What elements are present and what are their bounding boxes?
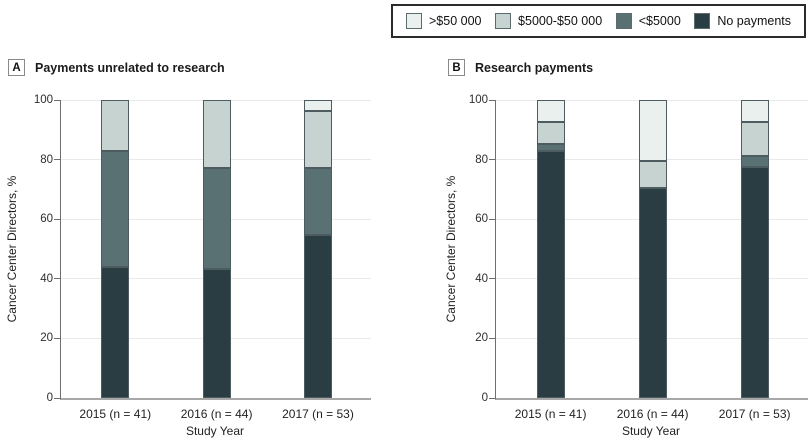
panel-b-title: B Research payments [448,59,593,76]
bar-segment--5000 [101,150,130,268]
y-tick-mark-80 [54,159,61,161]
y-tick-mark-40 [54,278,61,280]
y-tick-mark-0 [54,397,61,399]
y-tick-label-100: 100 [33,94,53,106]
panel-a: A Payments unrelated to research Cancer … [5,59,371,438]
y-tick-mark-60 [54,218,61,220]
x-category-label-2017: 2017 (n = 53) [718,407,791,421]
panel-b-x-axis-label: Study Year [621,424,681,438]
bar-A-2017 [303,100,332,398]
y-tick-label-100: 100 [468,94,488,106]
bar-B-2017 [740,100,769,398]
panel-b-plot: 0 20 40 60 80 100 2015 (n = 41) 2016 (n = 44) 20… [469,94,808,421]
bar-segment--50-000 [303,100,332,112]
bar-segment--50-000 [638,100,667,162]
legend-label: No payments [717,14,791,28]
legend-swatch-no-payments [694,13,711,29]
legend-swatch-gt-50000 [406,13,422,29]
x-category-label-2016: 2016 (n = 44) [180,407,253,421]
bar-segment--5000 [536,143,565,151]
panel-a-letter: A [8,59,25,76]
legend-label: >$50 000 [429,14,482,28]
bar-segment--5000-50-000 [638,161,667,189]
y-tick-mark-20 [54,337,61,339]
y-tick-label-0: 0 [46,392,53,404]
y-tick-mark-0 [489,397,496,399]
bar-segment--5000-50-000 [202,100,231,168]
y-tick-mark-80 [489,159,496,161]
x-category-label-2015: 2015 (n = 41) [79,407,152,421]
y-tick-mark-60 [489,218,496,220]
y-tick-mark-20 [489,337,496,339]
bar-segment--5000 [202,167,231,270]
bar-segment--50-000 [536,100,565,122]
panel-b-letter: B [448,59,465,76]
y-tick-label-40: 40 [475,272,488,285]
legend-item-5000-50000: $5000-$50 000 [495,13,602,29]
bar-segment--5000-50-000 [740,122,769,157]
panel-b-title-text: Research payments [475,60,594,75]
legend: >$50 000 $5000-$50 000 <$5000 No payments [391,4,806,38]
bar-A-2015 [101,100,130,398]
bar-segment--5000 [303,167,332,235]
bar-segment--50-000 [740,100,769,123]
y-tick-label-80: 80 [40,153,53,166]
bar-segment-no-payments [303,235,332,398]
panel-a-title-text: Payments unrelated to research [35,60,225,75]
y-tick-label-0: 0 [481,392,488,404]
bar-segment--5000-50-000 [101,100,130,151]
y-tick-mark-100 [54,99,61,101]
panel-a-x-axis-label: Study Year [185,424,245,438]
bar-segment-no-payments [740,167,769,398]
legend-item-no-payments: No payments [694,13,791,29]
gridline-100 [496,99,808,101]
panel-a-title: A Payments unrelated to research [8,59,225,76]
y-tick-label-20: 20 [40,332,53,345]
legend-item-lt-5000: <$5000 [615,13,681,29]
legend-label: $5000-$50 000 [518,14,603,28]
y-tick-label-80: 80 [475,153,488,166]
panel-a-y-axis-label: Cancer Center Directors, % [5,175,19,323]
legend-label: <$5000 [638,14,681,28]
y-tick-label-40: 40 [40,272,53,285]
bar-segment-no-payments [638,188,667,398]
x-category-label-2017: 2017 (n = 53) [282,407,354,421]
panel-b: B Research payments Cancer Center Direct… [405,0,810,448]
bar-B-2015 [536,100,565,398]
y-tick-label-20: 20 [475,332,488,345]
y-tick-mark-40 [489,278,496,280]
bar-segment-no-payments [202,269,231,398]
x-category-label-2016: 2016 (n = 44) [616,407,689,421]
bar-B-2016 [638,100,667,398]
panel-a-plot: 0 20 40 60 80 100 2015 (n = 41) 2016 (n = 44) 20… [34,94,371,421]
legend-swatch-lt-5000 [615,13,632,29]
x-category-label-2015: 2015 (n = 41) [514,407,587,421]
y-tick-mark-100 [489,99,496,101]
bar-segment--5000-50-000 [303,111,332,168]
legend-item-gt-50000: >$50 000 [406,13,481,29]
legend-swatch-5000-50000 [495,13,512,29]
gridline-100 [61,99,371,101]
y-tick-label-60: 60 [40,213,53,226]
bar-segment-no-payments [101,267,130,398]
panel-b-y-axis-label: Cancer Center Directors, % [444,175,458,323]
bar-segment--5000 [740,156,769,168]
y-tick-label-60: 60 [475,213,488,226]
bar-A-2016 [202,100,231,398]
bar-segment-no-payments [536,150,565,398]
bar-segment--5000-50-000 [536,121,565,144]
